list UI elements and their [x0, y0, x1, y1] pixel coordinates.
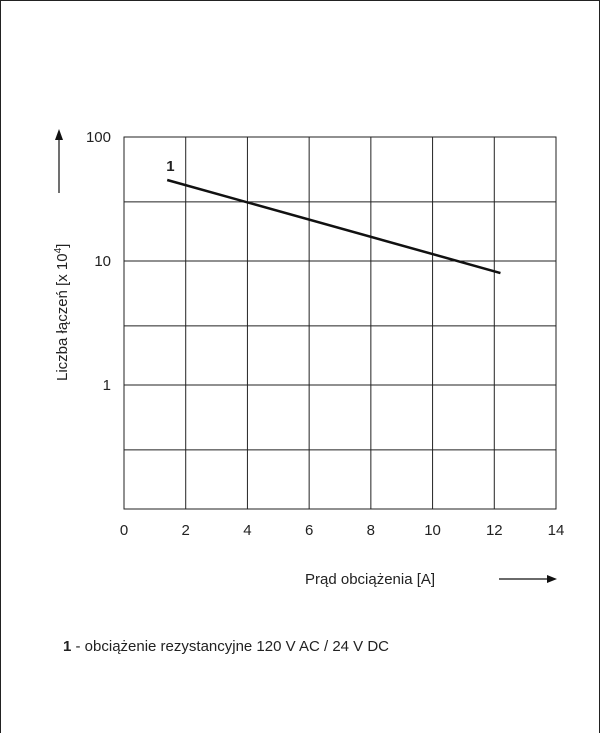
x-tick-label: 12 [486, 522, 503, 539]
x-tick-label: 2 [182, 522, 190, 539]
x-tick-label: 4 [243, 522, 251, 539]
y-tick-label: 100 [86, 129, 111, 146]
x-axis-arrow-head [547, 575, 557, 583]
x-tick-label: 8 [367, 522, 375, 539]
x-tick-labels: 0 2 4 6 8 10 12 14 [120, 522, 565, 539]
x-tick-label: 14 [548, 522, 565, 539]
footnote-number: 1 [63, 638, 72, 655]
footnote-text: - obciążenie rezystancyjne 120 V AC / 24… [71, 638, 390, 655]
y-axis-label: Liczba łączeń [x 104] [53, 244, 71, 381]
x-axis-label: Prąd obciążenia [A] [305, 571, 435, 588]
y-axis-arrow-head [55, 129, 63, 140]
x-tick-label: 10 [424, 522, 441, 539]
x-tick-label: 0 [120, 522, 128, 539]
footnote: 1 - obciążenie rezystancyjne 120 V AC / … [63, 638, 389, 655]
series-line [166, 178, 501, 275]
series: 1 [166, 158, 501, 275]
y-axis-label-exponent: 4 [53, 247, 64, 253]
y-axis-label-main: Liczba łączeń [x 10 [54, 253, 71, 381]
y-tick-label: 10 [94, 253, 111, 270]
y-tick-labels: 1 10 100 [86, 129, 111, 394]
y-axis-label-end: ] [54, 244, 71, 248]
chart: 0 2 4 6 8 10 12 14 1 10 100 1 Prąd obciążenia [A]… [53, 129, 565, 588]
y-tick-label: 1 [103, 377, 111, 394]
grid [123, 136, 557, 510]
x-tick-label: 6 [305, 522, 313, 539]
plot-border [123, 136, 557, 510]
series-label: 1 [166, 158, 174, 175]
axis-arrows [55, 129, 557, 583]
